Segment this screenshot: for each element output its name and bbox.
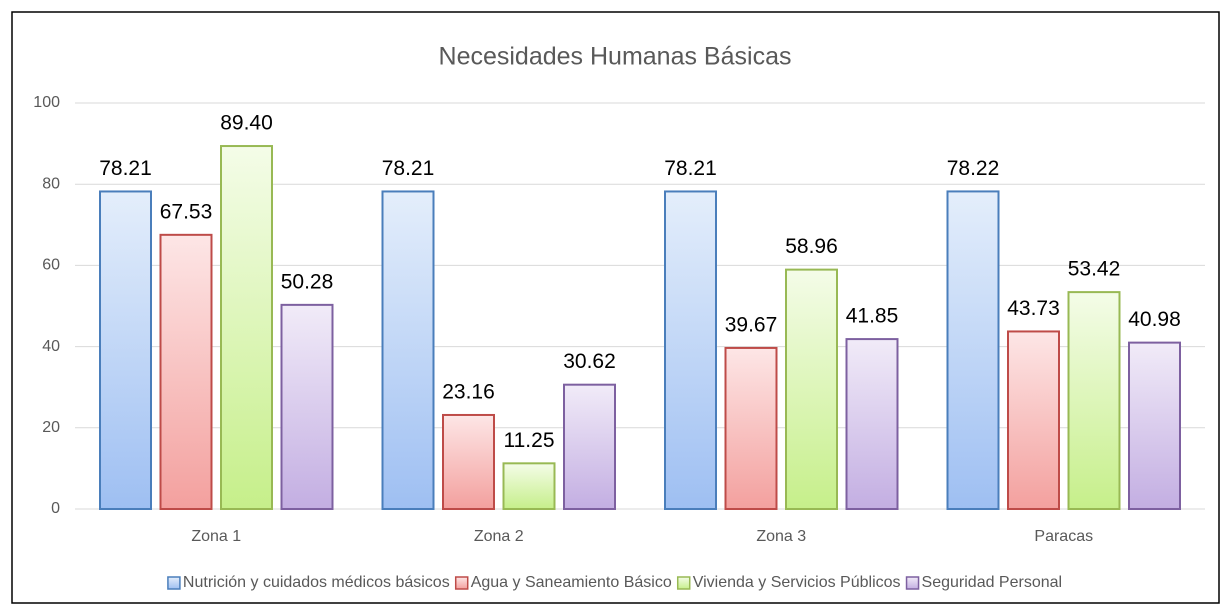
value-label: 58.96 xyxy=(785,235,838,258)
x-tick-label: Zona 1 xyxy=(191,528,241,545)
bar xyxy=(220,145,273,510)
value-label: 78.21 xyxy=(664,157,717,180)
y-tick-label: 0 xyxy=(51,500,60,517)
value-label: 50.28 xyxy=(281,270,334,293)
bar xyxy=(99,190,152,510)
bar xyxy=(442,413,495,510)
bar xyxy=(280,303,334,510)
value-label: 78.21 xyxy=(382,157,435,180)
value-label: 30.62 xyxy=(563,350,616,373)
bar xyxy=(159,233,213,511)
y-tick-label: 40 xyxy=(42,338,60,355)
bar xyxy=(724,346,778,510)
bar xyxy=(381,190,435,510)
value-label: 11.25 xyxy=(504,429,555,452)
legend-label: Seguridad Personal xyxy=(922,574,1063,591)
bar xyxy=(785,268,838,510)
value-label: 53.42 xyxy=(1068,258,1121,281)
x-tick-label: Paracas xyxy=(1034,528,1093,545)
bar xyxy=(563,383,616,510)
value-label: 89.40 xyxy=(220,112,273,135)
y-tick-label: 20 xyxy=(42,419,60,436)
chart-title: Necesidades Humanas Básicas xyxy=(439,43,792,71)
y-tick-label: 80 xyxy=(42,175,60,192)
legend-swatch xyxy=(905,576,920,590)
value-label: 41.85 xyxy=(846,305,899,328)
y-tick-label: 100 xyxy=(33,94,60,111)
bar xyxy=(946,190,1000,511)
bar xyxy=(1067,291,1121,510)
value-label: 43.73 xyxy=(1007,297,1060,320)
legend-label: Vivienda y Servicios Públicos xyxy=(693,574,901,591)
legend: Nutrición y cuidados médicos básicos Agua… xyxy=(167,574,1063,591)
legend-label: Agua y Saneamiento Básico xyxy=(471,574,672,591)
value-label: 39.67 xyxy=(725,313,778,336)
legend-swatch xyxy=(167,576,181,590)
value-label: 40.98 xyxy=(1128,308,1181,331)
bar xyxy=(664,190,717,510)
legend-label: Nutrición y cuidados médicos básicos xyxy=(183,574,450,591)
bar xyxy=(1007,330,1060,510)
value-label: 67.53 xyxy=(160,200,213,223)
value-label: 78.22 xyxy=(947,157,1000,180)
value-label: 23.16 xyxy=(442,381,495,404)
bar xyxy=(502,462,556,511)
legend-swatch xyxy=(454,576,469,590)
x-tick-label: Zona 3 xyxy=(756,528,806,545)
legend-swatch xyxy=(676,576,691,590)
y-tick-label: 60 xyxy=(42,257,60,274)
value-label: 78.21 xyxy=(99,157,152,180)
bar xyxy=(845,338,899,510)
bar xyxy=(1128,341,1181,510)
x-tick-label: Zona 2 xyxy=(474,528,524,545)
